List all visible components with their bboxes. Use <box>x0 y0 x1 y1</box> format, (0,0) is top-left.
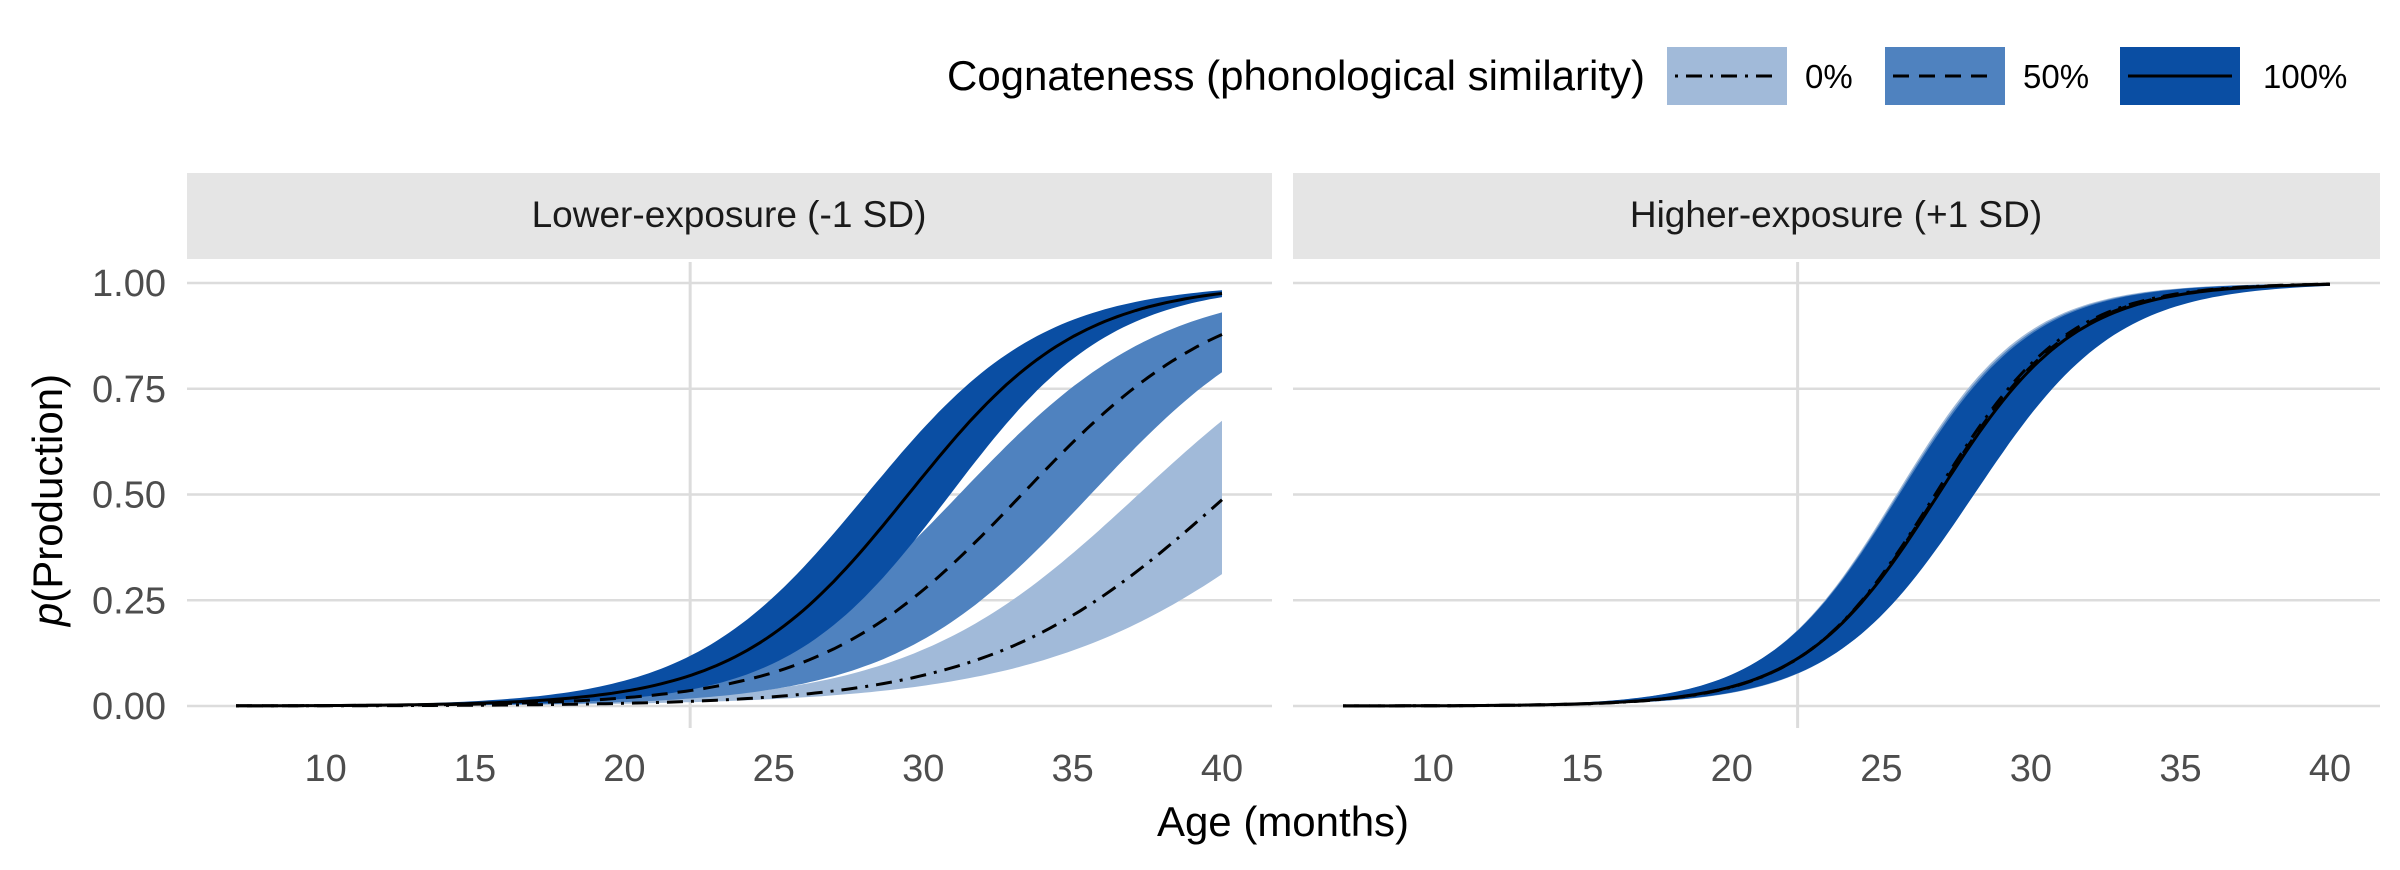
panel-strip-lower: Lower-exposure (-1 SD) <box>187 173 1272 259</box>
y-tick-label: 0.50 <box>92 475 166 517</box>
y-axis-label: p(Production) <box>24 374 71 628</box>
x-tick-label: 30 <box>902 748 944 790</box>
x-axis-label: Age (months) <box>1157 798 1409 845</box>
x-tick-label: 35 <box>2159 748 2201 790</box>
y-tick-label: 0.75 <box>92 369 166 411</box>
x-tick-label: 15 <box>1561 748 1603 790</box>
panel-title-lower: Lower-exposure (-1 SD) <box>532 194 927 235</box>
x-tick-label: 30 <box>2010 748 2052 790</box>
legend-item-2: 100% <box>2120 47 2347 105</box>
x-tick-label: 20 <box>603 748 645 790</box>
y-tick-label: 0.25 <box>92 580 166 622</box>
panel-strip-higher: Higher-exposure (+1 SD) <box>1293 173 2380 259</box>
y-axis: 0.00 0.25 0.50 0.75 1.00 <box>92 263 166 728</box>
ribbon-0pct <box>236 420 1222 706</box>
y-axis-label-rest: (Production) <box>24 374 71 603</box>
legend: Cognateness (phonological similarity) 0%… <box>947 47 2347 105</box>
panel-strip-higher-bg <box>1293 173 2380 259</box>
x-tick-label: 10 <box>304 748 346 790</box>
legend-item-0: 0% <box>1667 47 1853 105</box>
x-tick-label: 25 <box>753 748 795 790</box>
y-tick-label: 0.00 <box>92 686 166 728</box>
x-tick-label: 15 <box>454 748 496 790</box>
ribbon-50pct <box>236 312 1222 706</box>
ribbon-100pct <box>236 290 1222 706</box>
panel-strip-lower-bg <box>187 173 1272 259</box>
y-tick-label: 1.00 <box>92 263 166 305</box>
legend-title: Cognateness (phonological similarity) <box>947 52 1645 99</box>
x-tick-label: 40 <box>1201 748 1243 790</box>
series-line-100pct <box>236 292 1223 708</box>
x-tick-label: 35 <box>1051 748 1093 790</box>
x-tick-label: 40 <box>2309 748 2351 790</box>
x-tick-label: 20 <box>1711 748 1753 790</box>
x-tick-label: 25 <box>1860 748 1902 790</box>
y-axis-label-italic: p <box>24 603 71 628</box>
panel-higher: 10 15 20 25 30 35 40 <box>1293 262 2380 790</box>
panel-lower: 10 15 20 25 30 35 40 <box>187 262 1272 790</box>
ribbon-100pct <box>1343 283 2330 706</box>
x-tick-label: 10 <box>1412 748 1454 790</box>
panel-title-higher: Higher-exposure (+1 SD) <box>1630 194 2042 235</box>
legend-label-0: 0% <box>1805 58 1853 95</box>
legend-label-1: 50% <box>2023 58 2089 95</box>
legend-item-1: 50% <box>1885 47 2089 105</box>
legend-label-2: 100% <box>2263 58 2347 95</box>
series-line-100pct <box>1343 282 2331 708</box>
